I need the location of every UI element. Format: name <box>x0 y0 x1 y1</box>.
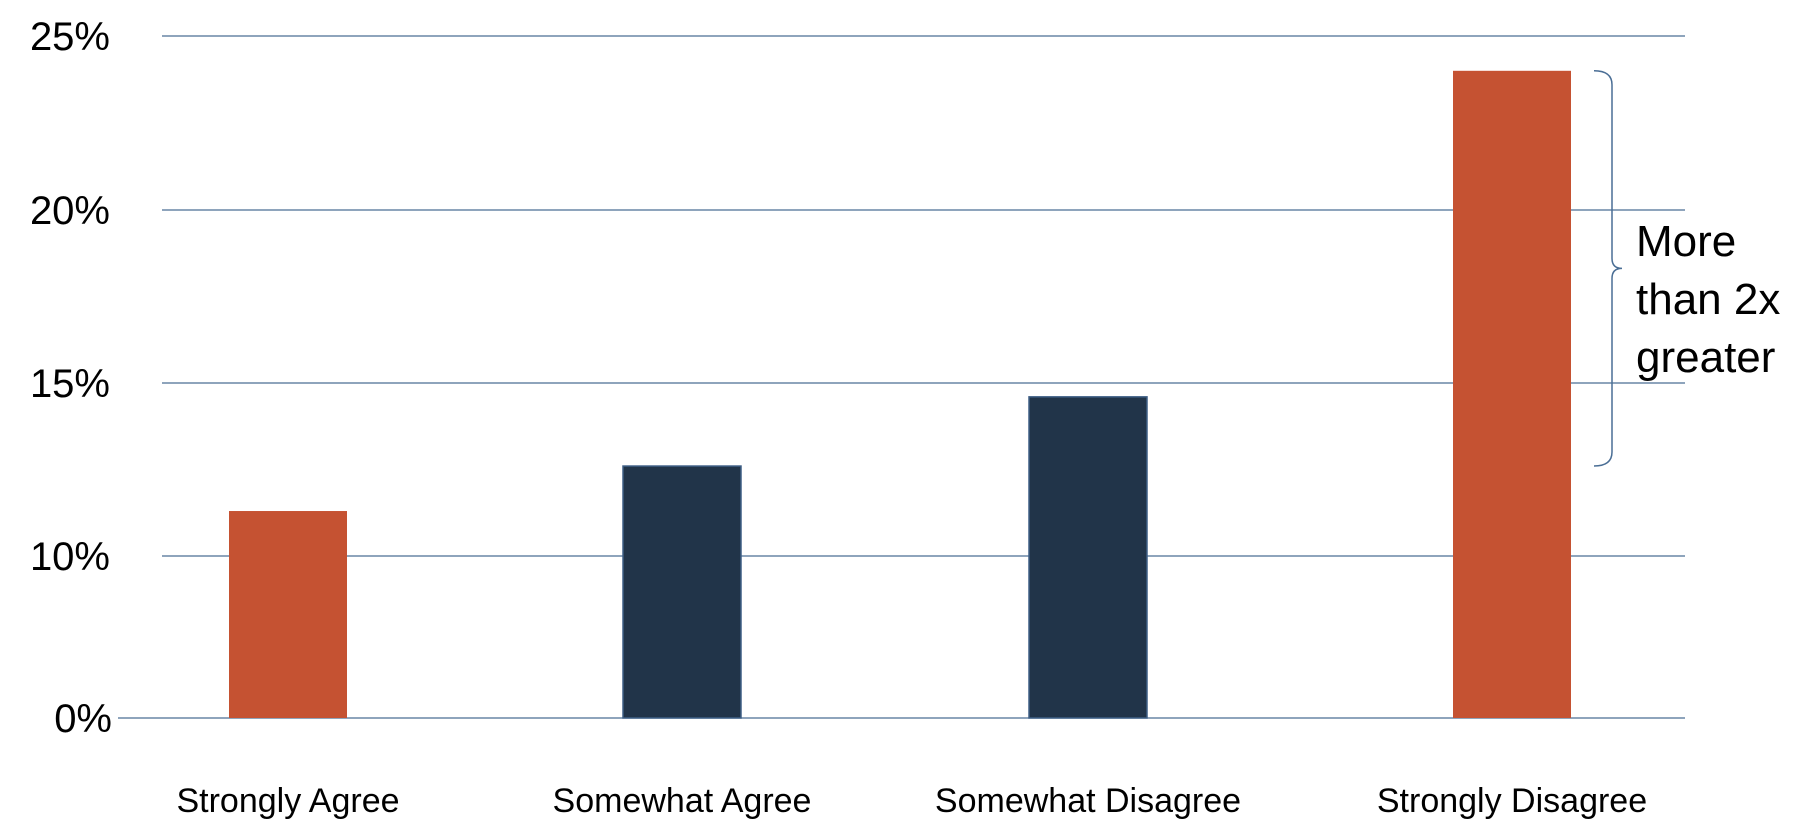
y-tick-label: 15% <box>30 362 110 406</box>
y-tick-label: 20% <box>30 189 110 233</box>
y-tick-label: 25% <box>30 15 110 59</box>
y-tick-label: 10% <box>30 535 110 579</box>
annotation-text: than 2x <box>1636 275 1780 324</box>
bar <box>229 511 347 718</box>
bar <box>1453 70 1571 719</box>
annotation-bracket <box>1593 70 1623 467</box>
x-category-label: Somewhat Disagree <box>935 782 1241 820</box>
bar <box>622 465 742 719</box>
annotation-text: greater <box>1636 333 1775 382</box>
y-tick-label: 0% <box>54 697 112 741</box>
x-category-label: Somewhat Agree <box>553 782 812 820</box>
bar <box>1028 396 1148 719</box>
annotation-text: More <box>1636 217 1736 266</box>
x-category-label: Strongly Disagree <box>1377 782 1647 820</box>
x-category-label: Strongly Agree <box>176 782 399 820</box>
